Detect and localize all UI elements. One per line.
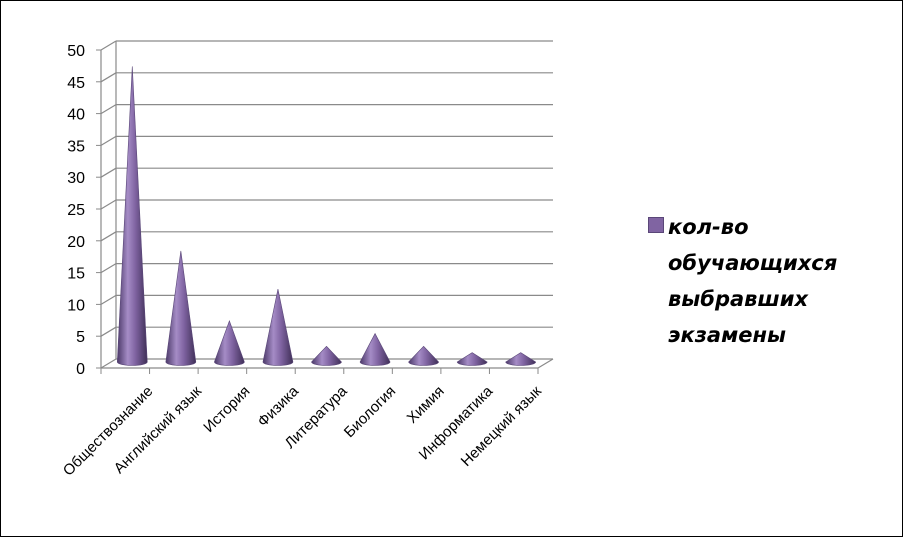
cone-body	[262, 288, 294, 366]
y-tick-label: 15	[67, 266, 85, 283]
y-tick-label: 10	[67, 297, 85, 314]
gridline-side	[100, 294, 117, 305]
cone-body	[456, 352, 488, 366]
cone-series	[116, 66, 537, 366]
y-tick-label: 25	[67, 202, 85, 219]
y-tick-label: 35	[67, 138, 85, 155]
y-tick-label: 45	[67, 75, 85, 92]
gridline-side	[100, 135, 117, 146]
cone-2	[214, 319, 245, 366]
floor-right-edge	[537, 358, 554, 369]
gridline-side	[100, 72, 117, 83]
x-tick-label: Обществознание	[60, 383, 157, 480]
cone-4	[311, 345, 342, 366]
x-tick-label: История	[200, 383, 253, 436]
gridline-side	[100, 358, 117, 369]
y-tick-labels: 0 5 10 15 20 25 30 35 40 45 50	[67, 43, 85, 378]
gridline-side	[100, 40, 117, 51]
cone-body	[116, 66, 148, 366]
gridline-side	[100, 104, 117, 115]
y-tick-label: 20	[67, 234, 85, 251]
cone-0	[116, 66, 148, 366]
cone-body	[359, 332, 391, 366]
cone-body	[505, 352, 537, 366]
y-tick-label: 5	[76, 329, 85, 346]
gridline-side	[100, 199, 117, 210]
legend-swatch	[648, 217, 664, 233]
axes	[96, 41, 554, 374]
gridline-side	[100, 326, 117, 337]
gridline-side	[100, 231, 117, 242]
cone-body	[408, 345, 439, 366]
x-tick-label: Химия	[404, 383, 448, 427]
cone-7	[456, 352, 488, 366]
cone-1	[165, 250, 197, 366]
cone-body	[311, 345, 342, 366]
cone-body	[165, 250, 197, 366]
y-tick-label: 40	[67, 107, 85, 124]
x-tick-label: Физика	[254, 382, 302, 430]
y-tick-label: 30	[67, 170, 85, 187]
cone-8	[505, 352, 537, 366]
x-tick-label: Английский язык	[111, 383, 206, 478]
y-tick-label: 50	[67, 43, 85, 60]
legend-label: кол-во обучающихся выбравших экзамены	[668, 215, 838, 347]
gridline-side	[100, 263, 117, 274]
cone-3	[262, 288, 294, 366]
y-tick-label: 0	[76, 361, 85, 378]
cone-5	[359, 332, 391, 366]
x-tick-label: Биология	[341, 383, 399, 441]
cone-6	[408, 345, 439, 366]
gridlines	[100, 40, 553, 369]
cone-body	[214, 319, 245, 366]
gridline-side	[100, 167, 117, 178]
